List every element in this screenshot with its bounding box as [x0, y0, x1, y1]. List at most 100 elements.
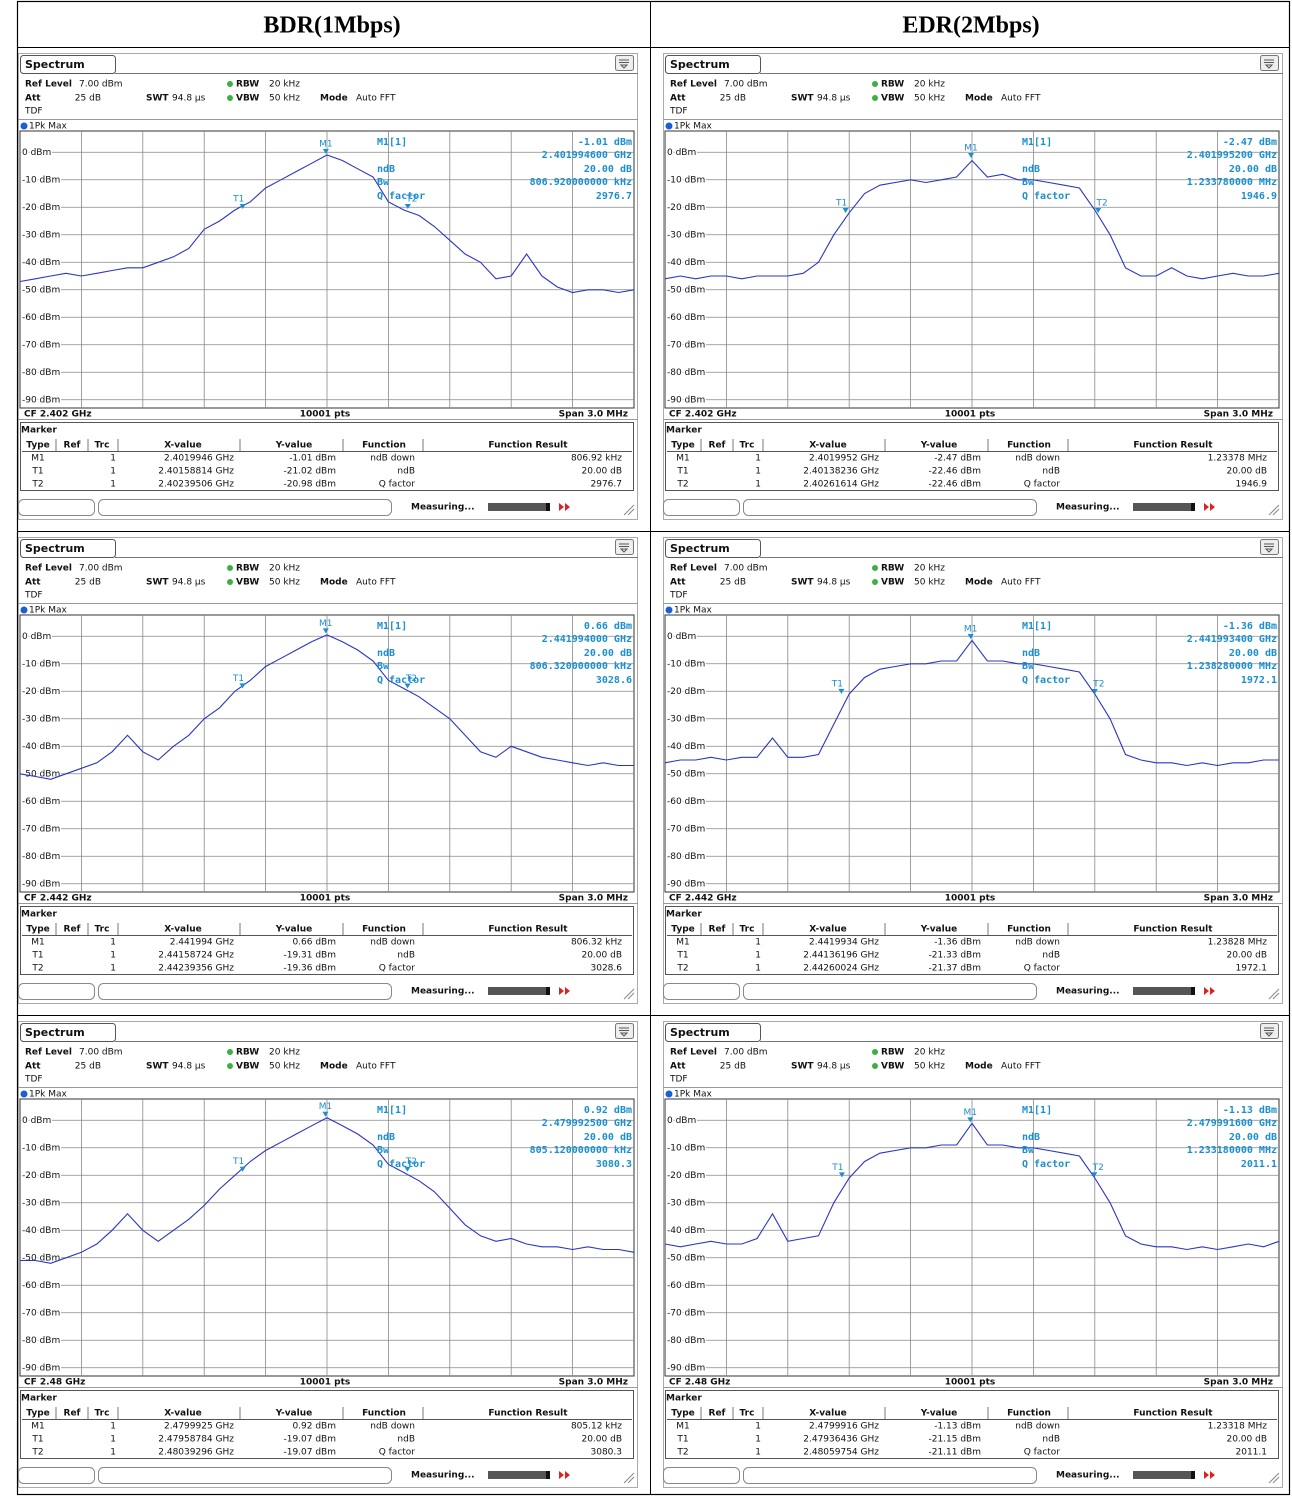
points: 10001 pts	[300, 410, 351, 420]
status-box	[18, 983, 95, 1000]
center-frequency: CF 2.442 GHz	[24, 894, 92, 904]
att: 25 dB	[75, 94, 101, 104]
marker-symbol	[838, 1172, 845, 1178]
att-label: Att	[670, 578, 686, 588]
marker-column-header: Function	[362, 925, 406, 935]
y-tick-label: -40 dBm	[667, 1226, 705, 1236]
swt-label: SWT	[146, 1062, 169, 1072]
rbw: 20 kHz	[269, 564, 300, 574]
marker-cell: T2	[31, 480, 43, 490]
marker-symbol	[239, 204, 246, 210]
y-tick-label: -30 dBm	[22, 714, 60, 724]
tab-label: Spectrum	[670, 1026, 730, 1039]
marker-cell: 1	[110, 480, 116, 490]
marker-cell: 2.4799925 GHz	[164, 1422, 234, 1432]
vbw-label: VBW	[881, 1062, 904, 1072]
marker-title: Marker	[21, 426, 57, 436]
marker-symbol	[322, 1111, 329, 1117]
y-tick-label: -40 dBm	[22, 742, 60, 752]
trace	[19, 634, 634, 780]
y-tick-label: 0 dBm	[667, 1116, 696, 1126]
rbw-dot	[227, 1049, 233, 1055]
att-label: Att	[25, 578, 41, 588]
status-text: Measuring...	[1056, 987, 1120, 997]
y-tick-label: -60 dBm	[22, 313, 60, 323]
marker-column-header: Type	[26, 1409, 49, 1419]
y-tick-label: -50 dBm	[22, 1253, 60, 1263]
marker-cell: Q factor	[1024, 1448, 1061, 1458]
vbw: 50 kHz	[269, 94, 300, 104]
mode-label: Mode	[965, 578, 993, 588]
marker-column-header: Function	[1007, 925, 1051, 935]
status-box	[663, 983, 740, 1000]
marker-cell: 2.40138236 GHz	[803, 467, 879, 477]
marker-cell: M1	[31, 938, 45, 948]
status-box	[18, 1467, 95, 1484]
marker-column-header: Trc	[740, 441, 755, 451]
readout-q: 1972.1	[1241, 675, 1277, 686]
readout-q-label: Q factor	[377, 1159, 425, 1170]
y-tick-label: -80 dBm	[667, 852, 705, 862]
marker-column-header: Type	[671, 1409, 694, 1419]
marker-cell: -2.47 dBm	[934, 454, 981, 464]
marker-column-header: Type	[671, 925, 694, 935]
y-tick-label: -60 dBm	[667, 797, 705, 807]
marker-label: T2	[405, 194, 417, 204]
marker-cell: 805.12 kHz	[571, 1422, 622, 1432]
vbw-dot	[227, 579, 233, 585]
status-icon	[559, 503, 570, 511]
readout-bw-label: Bw	[377, 1145, 390, 1156]
trace-label: 1Pk Max	[29, 1090, 68, 1100]
marker-cell: T1	[31, 1435, 43, 1445]
points: 10001 pts	[300, 1378, 351, 1388]
swt-label: SWT	[791, 94, 814, 104]
tdf: TDF	[24, 591, 43, 601]
points: 10001 pts	[945, 410, 996, 420]
vbw-dot	[872, 1063, 878, 1069]
spectrum-screenshot: Spectrum Ref Level 7.00 dBm RBW 20 kHz Att 25 …	[663, 1021, 1283, 1488]
readout-freq: 2.479991600 GHz	[1187, 1118, 1277, 1129]
marker-cell: 1	[755, 480, 761, 490]
menu-icon-glyph	[619, 543, 629, 553]
readout-bw: 806.320000000 kHz	[530, 661, 632, 672]
progress-bar	[488, 503, 550, 511]
marker-column-header: X-value	[164, 925, 201, 935]
att-label: Att	[25, 94, 41, 104]
readout-ndb-label: ndB	[1022, 648, 1040, 659]
vbw: 50 kHz	[914, 94, 945, 104]
y-tick-label: -60 dBm	[22, 797, 60, 807]
readout-level: -1.13 dBm	[1223, 1105, 1277, 1116]
marker-cell: T2	[676, 1448, 688, 1458]
marker-column-header: Y-value	[275, 441, 312, 451]
vbw: 50 kHz	[914, 578, 945, 588]
readout-label: M1[1]	[377, 137, 407, 148]
marker-cell: ndB	[1042, 467, 1060, 477]
y-tick-label: -90 dBm	[667, 879, 705, 889]
att-label: Att	[25, 1062, 41, 1072]
marker-cell: M1	[676, 938, 690, 948]
marker-cell: T1	[676, 1435, 688, 1445]
swt: 94.8 µs	[817, 578, 851, 588]
y-tick-label: -80 dBm	[667, 368, 705, 378]
swt-label: SWT	[146, 578, 169, 588]
y-tick-label: 0 dBm	[22, 148, 51, 158]
marker-cell: ndB	[397, 951, 415, 961]
marker-cell: 1	[110, 1435, 116, 1445]
marker-label: T2	[1095, 199, 1107, 209]
marker-cell: -21.02 dBm	[283, 467, 336, 477]
marker-label: T1	[232, 195, 244, 205]
resize-grip	[1268, 504, 1280, 516]
y-tick-label: -40 dBm	[667, 742, 705, 752]
marker-table-frame	[665, 906, 1279, 975]
marker-cell: 20.00 dB	[1226, 467, 1267, 477]
marker-symbol	[842, 208, 849, 214]
y-tick-label: 0 dBm	[667, 148, 696, 158]
points: 10001 pts	[945, 894, 996, 904]
marker-cell: 2.44260024 GHz	[803, 964, 879, 974]
tab	[20, 539, 116, 558]
status-field	[743, 983, 1037, 1000]
marker-column-header: Function Result	[488, 925, 568, 935]
vbw-label: VBW	[236, 578, 259, 588]
status-text: Measuring...	[1056, 1471, 1120, 1481]
center-frequency: CF 2.402 GHz	[669, 410, 737, 420]
